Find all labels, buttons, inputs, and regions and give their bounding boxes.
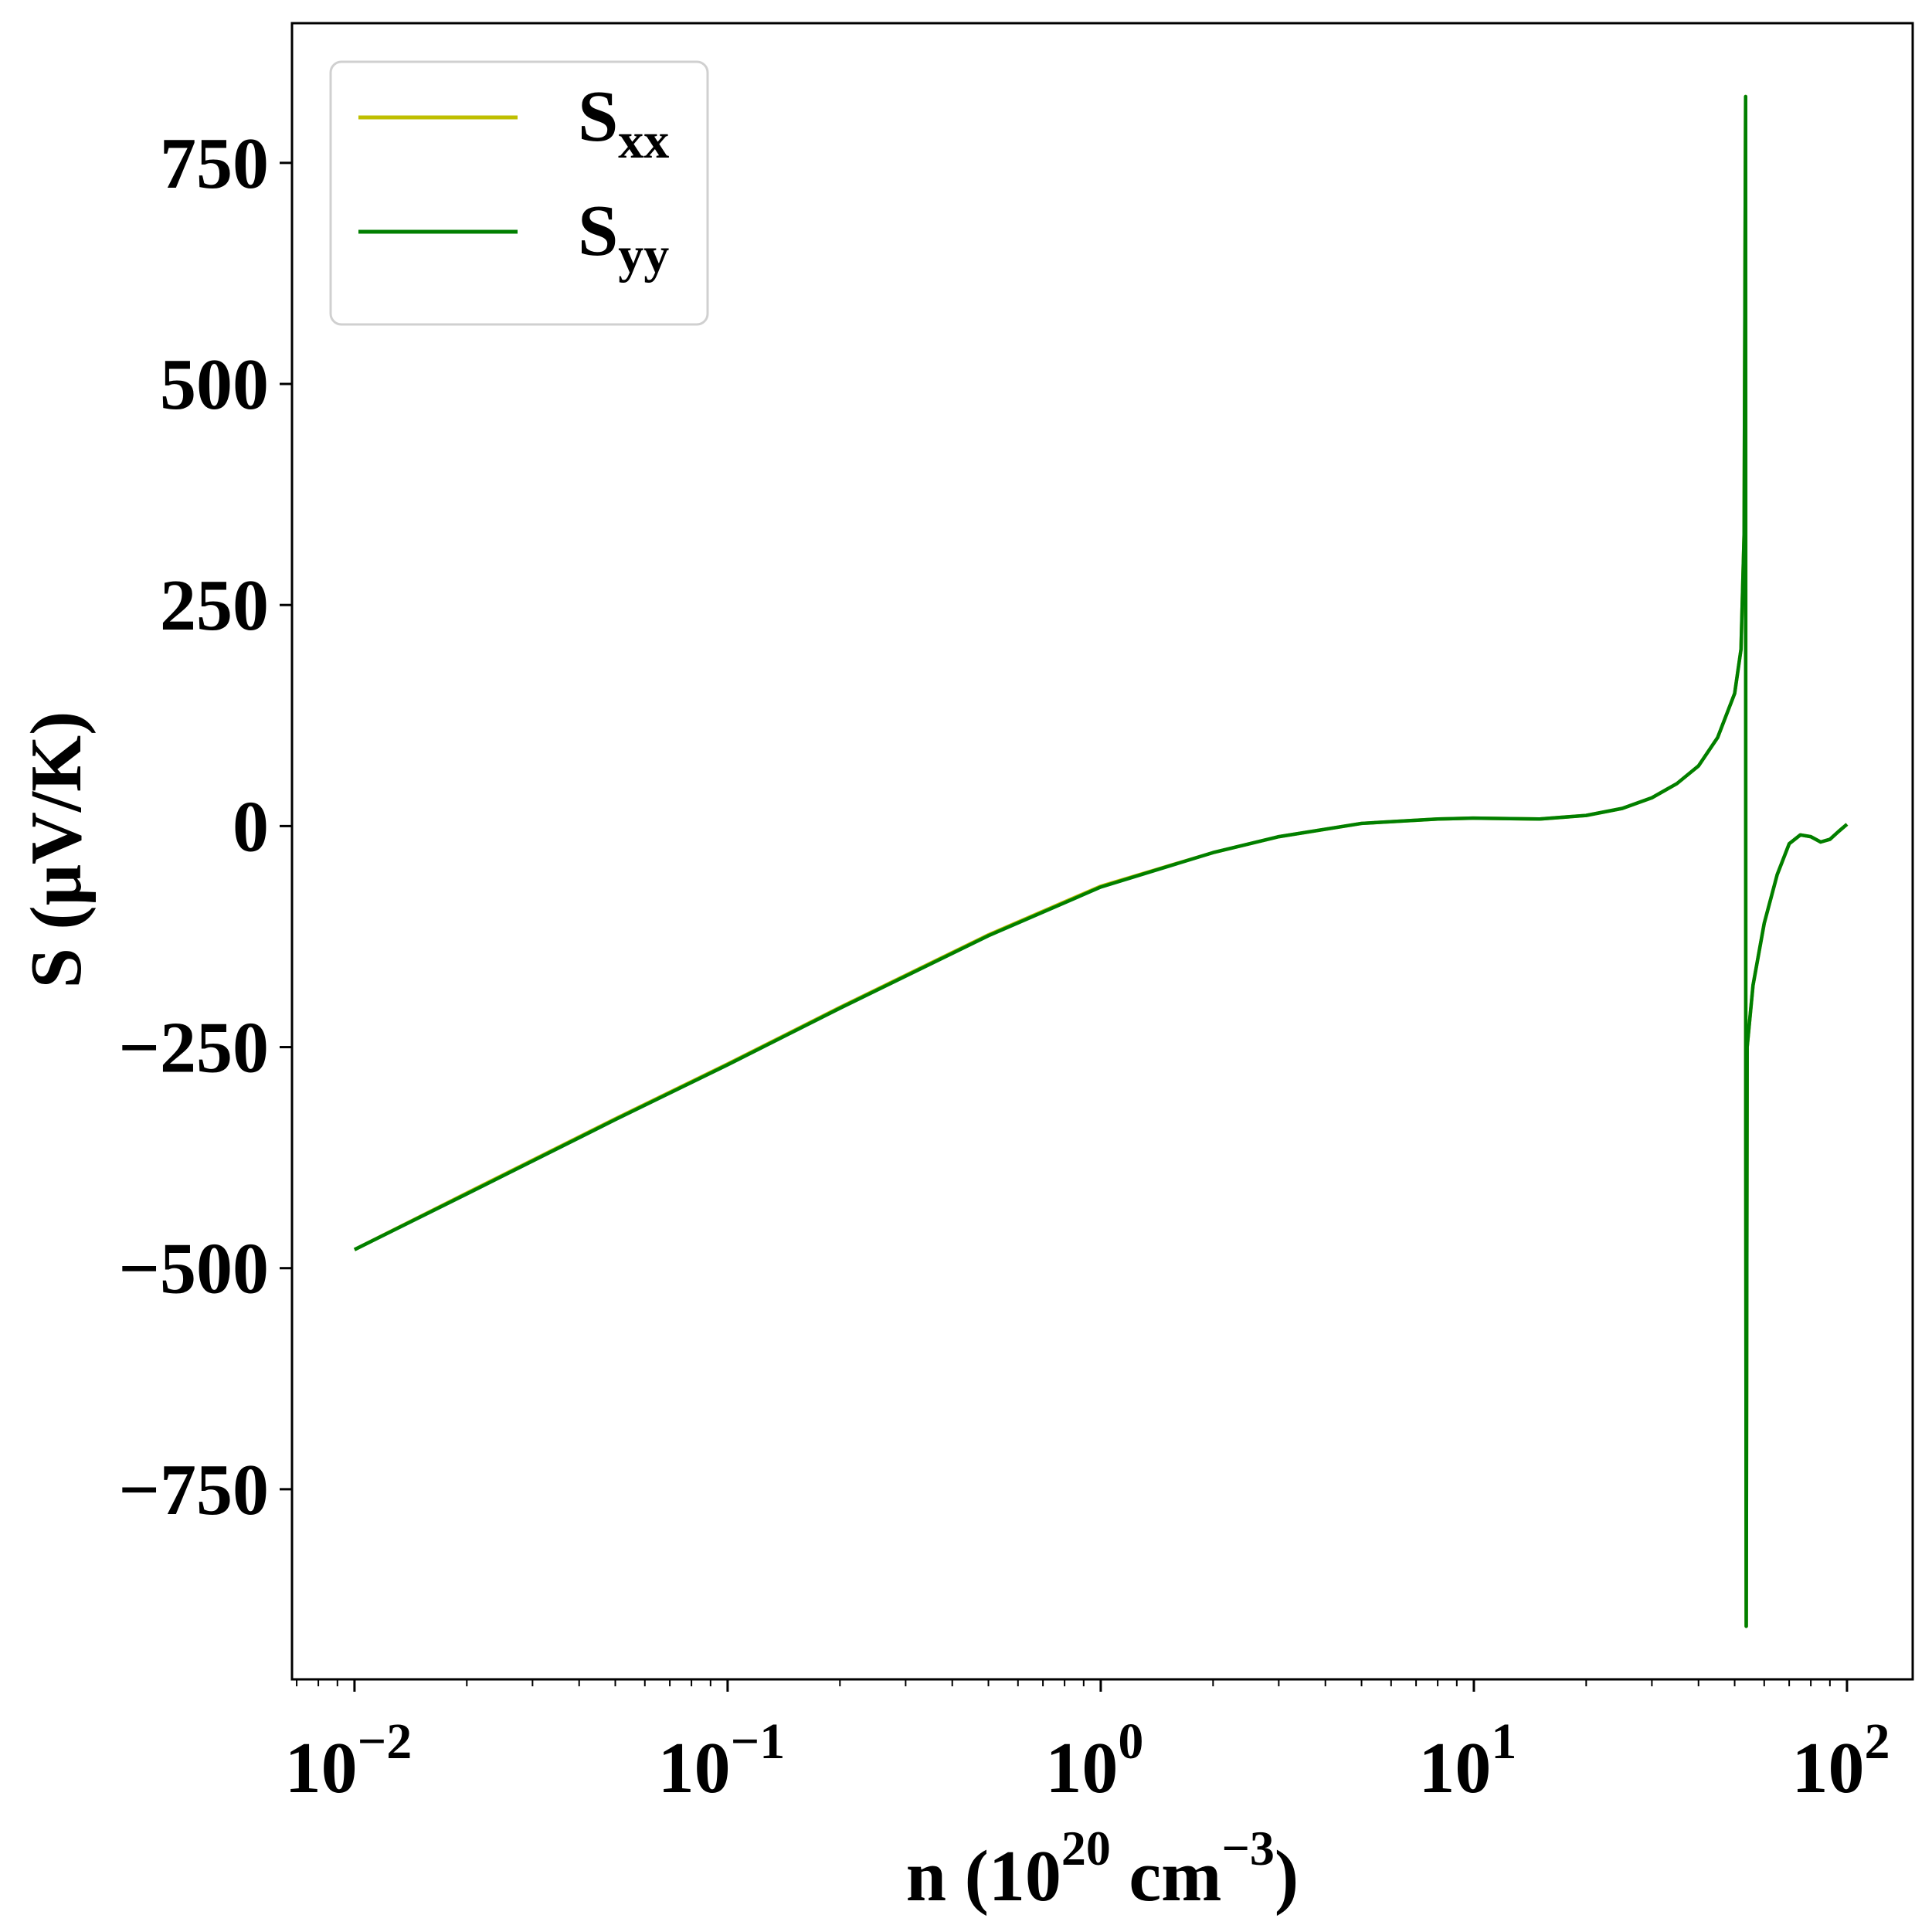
x-axis-label: n (1020 cm−3) [906,1821,1299,1917]
x-tick-label: 10−1 [658,1713,786,1808]
x-tick-label-exponent: −1 [731,1713,786,1770]
series-line-s-yy [353,94,1849,1628]
x-axis-label-end: ) [1275,1836,1299,1917]
y-tick-label: 0 [233,786,269,867]
legend-label-xx: Sxx [578,76,669,169]
y-tick-label: 750 [160,124,269,204]
x-axis-label-mid: cm [1111,1836,1222,1917]
x-tick-label-base: 10 [285,1728,358,1808]
legend-label-name: S [578,76,618,157]
x-tick-label: 102 [1791,1713,1890,1808]
x-axis-label-base: n (10 [906,1836,1061,1917]
legend-label-subscript: xx [618,113,669,169]
x-axis-label-sup2: −3 [1221,1821,1274,1876]
x-tick-label-base: 10 [658,1728,731,1808]
x-tick-label: 100 [1045,1713,1143,1808]
x-axis-label-sup1: 20 [1061,1821,1111,1876]
x-tick-label-exponent: 1 [1491,1713,1516,1770]
legend-label-name: S [578,191,618,271]
y-tick-label: −500 [118,1229,269,1309]
x-tick-label-base: 10 [1791,1728,1864,1808]
x-tick-label-exponent: 2 [1864,1713,1890,1770]
x-tick-label-base: 10 [1045,1728,1118,1808]
y-tick-label: −750 [118,1450,269,1530]
y-tick-label: 250 [160,565,269,646]
legend-box [329,60,709,326]
legend-label-subscript: yy [618,227,669,283]
legend-label-yy: Syy [578,191,669,283]
y-axis-label: S (μV/K) [16,711,97,989]
x-tick-label: 101 [1418,1713,1516,1808]
plot-frame [290,22,1914,1681]
x-tick-label-exponent: −2 [358,1713,413,1770]
x-tick-label: 10−2 [285,1713,413,1808]
x-tick-label-base: 10 [1418,1728,1491,1808]
x-tick-label-exponent: 0 [1118,1713,1143,1770]
y-tick-label: 500 [160,345,269,425]
y-tick-label: −250 [118,1008,269,1088]
series-layer [353,94,1849,1628]
